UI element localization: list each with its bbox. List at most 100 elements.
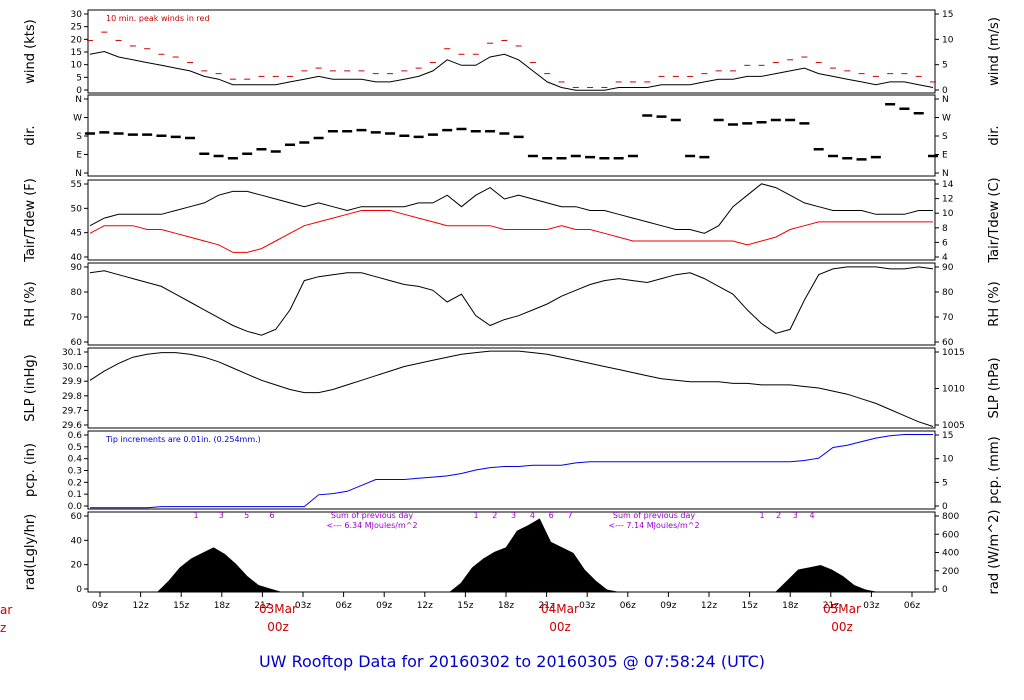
x-tick-label: 12z <box>701 601 717 611</box>
right-tick-label: 10 <box>942 209 954 219</box>
x-tick-label: 18z <box>214 601 230 611</box>
direction-point <box>599 157 610 160</box>
right-tick-label: 5 <box>942 61 948 71</box>
x-tick-label: 06z <box>904 601 920 611</box>
panel-pcp: pcp. (in) pcp. (mm) 0.0 0.1 0.20.3 0.4 0.5 0.6 0… <box>23 430 1002 512</box>
left-tick-label: S <box>76 132 82 142</box>
direction-point <box>113 132 124 135</box>
left-tick-label: 29.9 <box>62 377 82 387</box>
direction-point <box>456 127 467 131</box>
day-time-label: 00z <box>267 620 289 634</box>
left-tick-label: E <box>76 151 82 161</box>
direction-point <box>356 128 367 132</box>
direction-point <box>256 148 267 151</box>
right-axis-label: dir. <box>987 125 1002 145</box>
panel-annotation: 10 min. peak winds in red <box>106 14 210 23</box>
x-tick-label: 03z <box>579 601 595 611</box>
hour-mark: 2 <box>776 511 781 520</box>
direction-point <box>928 154 938 158</box>
left-tick-label: 30 <box>71 10 83 20</box>
panel-rh: RH (%) RH (%) 60 70 80 90 60 70 80 90 <box>23 262 1002 348</box>
left-tick-label: 60 <box>71 512 83 522</box>
direction-point <box>813 148 824 151</box>
direction-point <box>627 154 638 158</box>
x-tick-label: 09z <box>92 601 108 611</box>
direction-point <box>570 154 581 158</box>
left-tick-label: 29.7 <box>62 406 82 416</box>
x-tick-label: 12z <box>133 601 149 611</box>
direction-point <box>499 132 510 135</box>
right-tick-label: 15 <box>942 431 953 441</box>
direction-point <box>227 157 238 160</box>
direction-point <box>713 118 724 122</box>
chart-panels: wind (kts) wind (m/s)05101520253005101510… <box>23 9 1002 595</box>
direction-point <box>385 132 396 135</box>
hour-mark: 4 <box>809 511 814 520</box>
right-tick-label: 5 <box>942 478 948 488</box>
direction-point <box>742 122 753 125</box>
direction-point <box>699 155 710 159</box>
direction-point <box>727 123 738 126</box>
x-tick-label: 21z <box>254 601 270 611</box>
x-tick-label: 06z <box>336 601 352 611</box>
direction-point <box>827 154 838 158</box>
right-tick-label: N <box>942 95 949 105</box>
hour-mark: 3 <box>793 511 798 520</box>
day-label: 04Mar <box>541 602 579 616</box>
x-tick-label: 06z <box>620 601 636 611</box>
right-tick-label: 1005 <box>942 421 965 431</box>
right-tick-label: 15 <box>942 10 953 20</box>
right-axis-label: rad (W/m^2) <box>987 510 1002 595</box>
right-tick-label: 60 <box>942 338 954 348</box>
direction-point <box>685 154 696 158</box>
left-axis-label: pcp. (in) <box>23 443 38 497</box>
right-tick-label: 200 <box>942 567 959 577</box>
left-tick-label: 0 <box>76 585 82 595</box>
left-tick-label: 70 <box>71 313 83 323</box>
x-tick-label: 18z <box>782 601 798 611</box>
daily-sum-note: Sum of previous day <box>613 511 695 520</box>
left-tick-label: 80 <box>71 288 83 298</box>
direction-point <box>556 157 567 160</box>
x-tick-label: 09z <box>660 601 676 611</box>
left-axis-label: wind (kts) <box>23 19 38 83</box>
series-line-wind-speed <box>89 50 934 91</box>
direction-point <box>242 152 253 155</box>
right-tick-label: 90 <box>942 263 954 273</box>
left-tick-label: 20 <box>71 35 83 45</box>
direction-point <box>213 154 224 158</box>
day-label: 03Mar <box>259 602 297 616</box>
direction-point <box>513 135 524 139</box>
right-axis-label: RH (%) <box>987 281 1002 326</box>
right-tick-label: 0 <box>942 502 948 512</box>
direction-point <box>299 141 310 144</box>
left-tick-label: 10 <box>71 61 83 71</box>
direction-point <box>756 121 767 124</box>
x-tick-label: 03z <box>295 601 311 611</box>
left-tick-label: 0.5 <box>68 443 82 453</box>
right-tick-label: 80 <box>942 288 954 298</box>
daily-sum-note: <--- 6.34 MJoules/m^2 <box>326 521 417 530</box>
direction-point <box>785 118 796 122</box>
x-tick-label: 12z <box>417 601 433 611</box>
right-axis-label: pcp. (mm) <box>987 436 1002 503</box>
series-line-Tdew <box>89 210 933 253</box>
left-tick-label: 50 <box>71 204 83 214</box>
right-tick-label: N <box>942 169 949 179</box>
hour-mark: 6 <box>269 511 274 520</box>
left-tick-label: 30.1 <box>62 348 82 358</box>
direction-point <box>285 143 296 146</box>
x-tick-label: 21z <box>823 601 839 611</box>
direction-point <box>427 133 438 136</box>
panel-temperature: Tair/Tdew (F) Tair/Tdew (C) 40 45 50 55 4 6 8 10 1… <box>23 177 1002 263</box>
left-tick-label: 55 <box>71 180 82 190</box>
right-axis-label: Tair/Tdew (C) <box>987 177 1002 263</box>
left-tick-label: N <box>75 169 82 179</box>
right-tick-label: 400 <box>942 549 959 559</box>
direction-point <box>613 157 624 160</box>
direction-point <box>470 130 481 133</box>
left-axis-label: SLP (inHg) <box>23 354 38 422</box>
direction-point <box>270 150 281 153</box>
left-tick-label: W <box>73 114 82 124</box>
panel-frame <box>87 347 936 429</box>
